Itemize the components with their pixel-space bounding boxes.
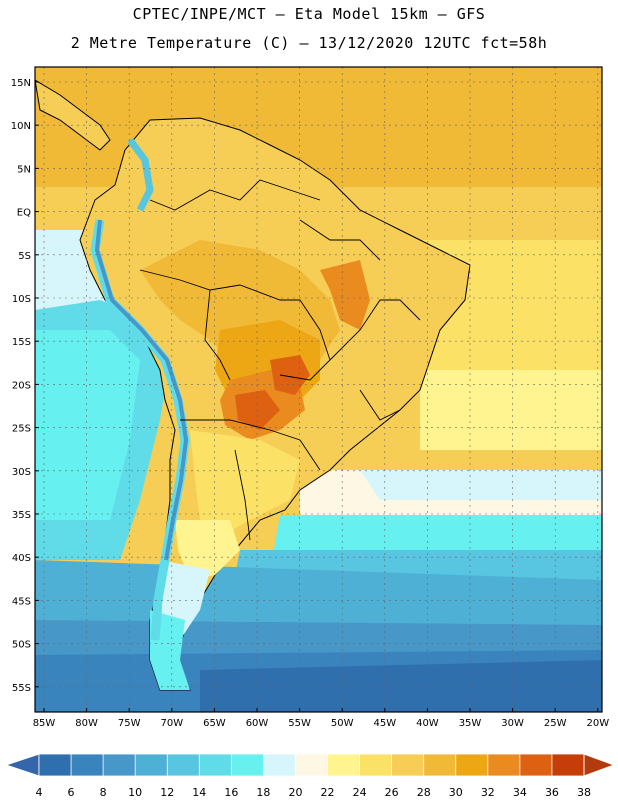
lon-label-50w: 50W: [331, 718, 354, 729]
lat-label-30s: 30S: [12, 467, 31, 478]
colorbar: 4 6 8 10 12 14 16 18 20 22 24 26 28 30 32 34 36 38: [4, 753, 616, 799]
colorbar-swatch: [134, 753, 169, 777]
colorbar-tick-label: 6: [68, 786, 75, 799]
colorbar-tick-label: 22: [321, 786, 335, 799]
lon-label-60w: 60W: [246, 718, 269, 729]
lat-label-40s: 40S: [12, 553, 31, 564]
lon-label-70w: 70W: [160, 718, 183, 729]
colorbar-swatch: [359, 753, 393, 777]
longitude-labels: 85W 80W 75W 70W 65W 60W 55W 50W 45W 40W 35W 30W 25W 2…: [33, 708, 609, 729]
country-borders: [139, 179, 421, 541]
lon-label-30w: 30W: [501, 718, 524, 729]
lat-label-15n: 15N: [11, 78, 31, 89]
map-title-line2: 2 Metre Temperature (C) – 13/12/2020 12U…: [70, 34, 548, 52]
colorbar-tick-label: 34: [513, 786, 527, 799]
colorbar-tick-label: 36: [545, 786, 559, 799]
colorbar-swatch: [230, 753, 265, 777]
lon-label-85w: 85W: [33, 718, 56, 729]
lat-label-50s: 50S: [12, 640, 31, 651]
colorbar-swatch: [102, 753, 137, 777]
lon-label-75w: 75W: [118, 718, 141, 729]
lat-label-55s: 55S: [12, 683, 31, 694]
colorbar-swatch: [70, 753, 105, 777]
lon-label-25w: 25W: [544, 718, 567, 729]
colorbar-swatch: [487, 753, 521, 777]
colorbar-right-arrow: [583, 753, 616, 777]
colorbar-tick-label: 18: [256, 786, 270, 799]
lon-label-65w: 65W: [203, 718, 226, 729]
colorbar-swatch: [198, 753, 233, 777]
colorbar-swatch: [391, 753, 425, 777]
lat-label-20s: 20S: [12, 380, 31, 391]
graticule: [35, 67, 602, 712]
colorbar-swatch: [455, 753, 489, 777]
lat-label-5n: 5N: [17, 164, 31, 175]
colorbar-swatch: [551, 753, 585, 777]
lon-label-40w: 40W: [416, 718, 439, 729]
lon-label-20w: 20W: [586, 718, 609, 729]
latitude-labels: 15N 10N 5N EQ 5S 10S 15S 20S 25S 30S 35S 40S 45S 50S 5…: [11, 78, 39, 694]
south-america-land: [35, 79, 471, 691]
colorbar-swatch: [519, 753, 553, 777]
colorbar-tick-label: 30: [449, 786, 463, 799]
colorbar-tick-label: 10: [128, 786, 142, 799]
lat-label-45s: 45S: [12, 596, 31, 607]
lon-label-80w: 80W: [75, 718, 98, 729]
colorbar-tick-label: 28: [417, 786, 431, 799]
colorbar-swatch: [263, 753, 297, 777]
lat-label-eq: EQ: [17, 208, 31, 219]
lon-label-55w: 55W: [288, 718, 311, 729]
lat-label-15s: 15S: [12, 337, 31, 348]
lat-label-5s: 5S: [18, 251, 31, 262]
colorbar-tick-label: 8: [100, 786, 107, 799]
map-frame: [34, 66, 603, 713]
lat-label-10s: 10S: [12, 294, 31, 305]
colorbar-tick-label: 38: [577, 786, 591, 799]
lat-label-35s: 35S: [12, 510, 31, 521]
lon-label-35w: 35W: [459, 718, 482, 729]
colorbar-swatch: [166, 753, 201, 777]
colorbar-swatch: [38, 753, 72, 777]
colorbar-tick-label: 12: [160, 786, 174, 799]
colorbar-tick-label: 20: [288, 786, 302, 799]
lon-label-45w: 45W: [373, 718, 396, 729]
colorbar-tick-label: 24: [353, 786, 367, 799]
lat-label-10n: 10N: [11, 121, 31, 132]
colorbar-tick-label: 26: [385, 786, 399, 799]
map-title-line1: CPTEC/INPE/MCT – Eta Model 15km – GFS: [132, 5, 486, 23]
colorbar-swatch: [295, 753, 329, 777]
colorbar-tick-label: 32: [481, 786, 495, 799]
colorbar-left-arrow: [4, 753, 40, 777]
colorbar-tick-label: 16: [224, 786, 238, 799]
colorbar-swatch: [327, 753, 361, 777]
colorbar-tick-label: 14: [192, 786, 206, 799]
colorbar-tick-label: 4: [36, 786, 43, 799]
lat-label-25s: 25S: [12, 424, 31, 435]
colorbar-swatch: [423, 753, 457, 777]
